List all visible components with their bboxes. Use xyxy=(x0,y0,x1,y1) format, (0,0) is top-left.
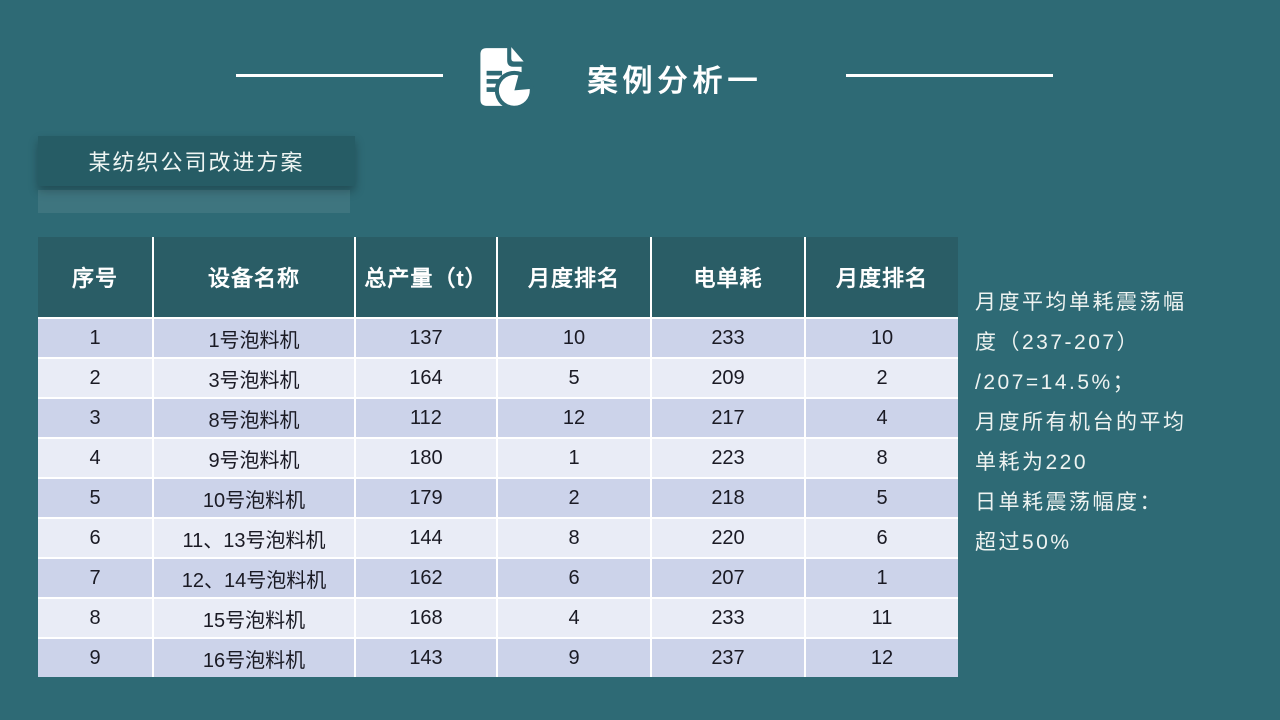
table-cell: 3号泡料机 xyxy=(152,357,356,399)
analysis-notes: 月度平均单耗震荡幅 度（237-207） /207=14.5%； 月度所有机台的… xyxy=(975,283,1275,563)
table-cell: 137 xyxy=(354,317,498,359)
table-cell: 4 xyxy=(37,437,154,479)
table-row: 3 8号泡料机 112 12 217 4 xyxy=(37,397,959,439)
note-line: 月度平均单耗震荡幅 xyxy=(975,291,1187,314)
table-cell: 4 xyxy=(804,397,959,439)
table-row: 7 12、14号泡料机 162 6 207 1 xyxy=(37,557,959,599)
equipment-table: 序号 设备名称 总产量（t） 月度排名 电单耗 月度排名 1 1号泡料机 137 10 233 10 2… xyxy=(37,236,959,678)
subtitle-box: 某纺织公司改进方案 xyxy=(38,136,355,186)
table-cell: 207 xyxy=(650,557,806,599)
table-cell: 1 xyxy=(37,317,154,359)
header-cell: 月度排名 xyxy=(496,236,652,319)
note-line: 单耗为220 xyxy=(975,451,1089,474)
left-divider-line xyxy=(236,74,443,77)
right-divider-line xyxy=(846,74,1053,77)
table-cell: 10 xyxy=(496,317,652,359)
table-cell: 6 xyxy=(804,517,959,559)
table-cell: 6 xyxy=(37,517,154,559)
table-cell: 11、13号泡料机 xyxy=(152,517,356,559)
table-cell: 4 xyxy=(496,597,652,639)
table-cell: 8号泡料机 xyxy=(152,397,356,439)
table-cell: 9号泡料机 xyxy=(152,437,356,479)
table-cell: 7 xyxy=(37,557,154,599)
table-cell: 218 xyxy=(650,477,806,519)
table-row: 2 3号泡料机 164 5 209 2 xyxy=(37,357,959,399)
table-cell: 2 xyxy=(496,477,652,519)
header-cell: 设备名称 xyxy=(152,236,356,319)
table-cell: 11 xyxy=(804,597,959,639)
table-cell: 223 xyxy=(650,437,806,479)
table-row: 1 1号泡料机 137 10 233 10 xyxy=(37,317,959,359)
table-cell: 220 xyxy=(650,517,806,559)
table-cell: 9 xyxy=(496,637,652,678)
table-cell: 217 xyxy=(650,397,806,439)
table-cell: 143 xyxy=(354,637,498,678)
table-cell: 15号泡料机 xyxy=(152,597,356,639)
note-line: 日单耗震荡幅度： xyxy=(975,491,1163,514)
table-cell: 8 xyxy=(496,517,652,559)
table-cell: 16号泡料机 xyxy=(152,637,356,678)
table-cell: 164 xyxy=(354,357,498,399)
table-cell: 10 xyxy=(804,317,959,359)
table-cell: 1 xyxy=(804,557,959,599)
table-cell: 168 xyxy=(354,597,498,639)
note-line: 度（237-207） xyxy=(975,331,1141,354)
table-cell: 5 xyxy=(496,357,652,399)
table-cell: 233 xyxy=(650,597,806,639)
table-cell: 12 xyxy=(804,637,959,678)
table-cell: 233 xyxy=(650,317,806,359)
table-row: 5 10号泡料机 179 2 218 5 xyxy=(37,477,959,519)
header-cell: 序号 xyxy=(37,236,154,319)
note-line: /207=14.5%； xyxy=(975,371,1137,394)
table-cell: 180 xyxy=(354,437,498,479)
table-row: 9 16号泡料机 143 9 237 12 xyxy=(37,637,959,678)
table-cell: 9 xyxy=(37,637,154,678)
table-row: 6 11、13号泡料机 144 8 220 6 xyxy=(37,517,959,559)
table-header-row: 序号 设备名称 总产量（t） 月度排名 电单耗 月度排名 xyxy=(37,236,959,319)
table-cell: 1号泡料机 xyxy=(152,317,356,359)
table-cell: 209 xyxy=(650,357,806,399)
table-cell: 10号泡料机 xyxy=(152,477,356,519)
subtitle-label: 某纺织公司改进方案 xyxy=(88,150,305,175)
table-cell: 2 xyxy=(804,357,959,399)
document-chart-icon xyxy=(466,42,536,112)
table-cell: 8 xyxy=(37,597,154,639)
note-line: 超过50% xyxy=(975,531,1072,554)
header-cell: 电单耗 xyxy=(650,236,806,319)
note-line: 月度所有机台的平均 xyxy=(975,411,1187,434)
subtitle-echo-bar xyxy=(38,190,350,213)
table-cell: 237 xyxy=(650,637,806,678)
table-cell: 6 xyxy=(496,557,652,599)
header-cell: 月度排名 xyxy=(804,236,959,319)
table-cell: 112 xyxy=(354,397,498,439)
table-cell: 5 xyxy=(37,477,154,519)
header-cell: 总产量（t） xyxy=(354,236,498,319)
table-cell: 5 xyxy=(804,477,959,519)
table-cell: 179 xyxy=(354,477,498,519)
table-cell: 162 xyxy=(354,557,498,599)
table-cell: 3 xyxy=(37,397,154,439)
table-cell: 12 xyxy=(496,397,652,439)
table-cell: 12、14号泡料机 xyxy=(152,557,356,599)
table-row: 8 15号泡料机 168 4 233 11 xyxy=(37,597,959,639)
table-cell: 144 xyxy=(354,517,498,559)
table-cell: 1 xyxy=(496,437,652,479)
table-cell: 2 xyxy=(37,357,154,399)
table-cell: 8 xyxy=(804,437,959,479)
page-title: 案例分析一 xyxy=(587,65,763,98)
table-row: 4 9号泡料机 180 1 223 8 xyxy=(37,437,959,479)
